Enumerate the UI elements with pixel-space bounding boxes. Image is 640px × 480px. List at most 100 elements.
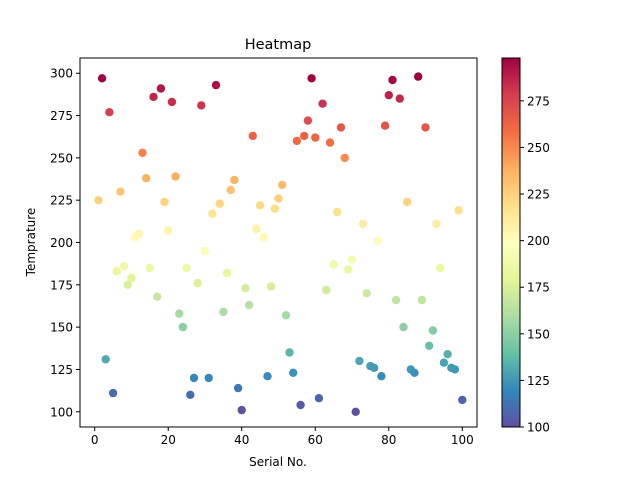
data-point <box>259 233 268 242</box>
y-tick-label: 275 <box>50 109 73 123</box>
data-point <box>428 326 438 335</box>
colorbar-tick-label: 100 <box>527 421 550 435</box>
data-point <box>322 285 331 295</box>
data-point <box>391 295 401 305</box>
data-point <box>233 383 243 393</box>
data-point <box>178 322 188 332</box>
data-point <box>432 219 441 229</box>
data-point <box>414 72 423 81</box>
colorbar-tick-label: 200 <box>527 234 550 248</box>
data-point <box>285 348 294 357</box>
data-point <box>112 267 122 276</box>
colorbar-gradient <box>501 57 521 428</box>
data-point <box>377 372 386 381</box>
colorbar-tick-label: 175 <box>527 281 550 295</box>
data-point <box>123 280 132 289</box>
colorbar-ticks: 100 125 150 175 200 225 250 275 <box>520 94 550 435</box>
data-point <box>119 262 129 271</box>
y-tick-label: 200 <box>50 236 73 250</box>
data-point <box>296 400 305 410</box>
colorbar-tick-label: 275 <box>527 94 550 108</box>
data-point <box>347 255 357 264</box>
data-point <box>226 185 235 195</box>
x-axis-label: Serial No. <box>249 455 307 469</box>
data-point <box>94 196 103 205</box>
data-point <box>134 229 143 239</box>
data-point <box>410 368 419 377</box>
y-axis-ticks: 100 125 150 175 200 225 250 275 300 <box>50 67 80 419</box>
colorbar-tick-label: 150 <box>527 327 550 341</box>
data-point <box>244 300 254 310</box>
data-point <box>340 153 349 163</box>
data-point <box>193 278 202 288</box>
data-point <box>230 175 239 185</box>
data-point <box>108 388 118 398</box>
data-point <box>439 358 449 367</box>
y-tick-label: 175 <box>50 278 73 292</box>
y-tick-label: 150 <box>50 321 73 335</box>
data-point <box>450 365 460 374</box>
data-point <box>149 92 158 102</box>
data-point <box>336 123 346 132</box>
data-point <box>443 350 452 359</box>
data-point <box>171 172 180 181</box>
data-point <box>333 207 342 217</box>
data-point <box>355 356 364 366</box>
x-axis-ticks: 0 20 40 60 80 100 <box>91 427 474 447</box>
colorbar-tick-label: 125 <box>527 374 550 388</box>
data-point <box>105 108 114 117</box>
data-point <box>325 138 335 147</box>
colorbar-tick-label: 225 <box>527 188 550 202</box>
data-point <box>263 372 272 381</box>
data-point <box>138 148 147 157</box>
data-point <box>351 407 360 416</box>
data-point <box>369 363 379 372</box>
data-point <box>186 390 195 399</box>
data-point <box>395 94 404 103</box>
data-point <box>97 74 107 83</box>
data-point <box>175 309 184 318</box>
data-point <box>241 284 250 293</box>
colorbar-tick-label: 250 <box>527 141 550 155</box>
data-point <box>266 282 276 291</box>
data-point <box>211 80 221 90</box>
data-point <box>219 307 228 317</box>
data-point <box>182 263 191 273</box>
data-point <box>318 99 327 108</box>
data-point <box>153 292 162 301</box>
x-tick-label: 20 <box>161 433 176 447</box>
data-point <box>358 219 368 229</box>
data-point <box>145 263 154 273</box>
data-point <box>167 97 177 107</box>
data-point <box>101 355 110 364</box>
scatter-points <box>94 72 467 416</box>
data-point <box>164 226 173 235</box>
data-point <box>399 322 408 332</box>
y-tick-label: 125 <box>50 363 73 377</box>
y-tick-label: 300 <box>50 67 73 81</box>
data-point <box>156 84 166 93</box>
data-point <box>421 123 430 132</box>
data-point <box>160 197 169 207</box>
data-point <box>388 75 397 85</box>
data-point <box>458 395 467 405</box>
data-point <box>292 136 302 146</box>
data-point <box>436 263 445 273</box>
data-point <box>289 368 298 377</box>
data-point <box>454 206 463 215</box>
data-point <box>300 131 309 141</box>
plot-area: 0 20 40 60 80 100 100 125 150 175 200 225 250 275 300 <box>50 57 478 447</box>
chart-title: Heatmap <box>245 37 312 53</box>
x-tick-label: 0 <box>91 433 99 447</box>
data-point <box>281 311 291 320</box>
x-tick-label: 80 <box>381 433 396 447</box>
data-point <box>116 187 125 196</box>
data-point <box>237 405 246 415</box>
data-point <box>142 174 151 183</box>
y-tick-label: 225 <box>50 194 73 208</box>
data-point <box>329 260 338 269</box>
data-point <box>208 209 217 218</box>
colorbar: 100 125 150 175 200 225 250 275 <box>501 57 550 435</box>
data-point <box>189 373 199 383</box>
